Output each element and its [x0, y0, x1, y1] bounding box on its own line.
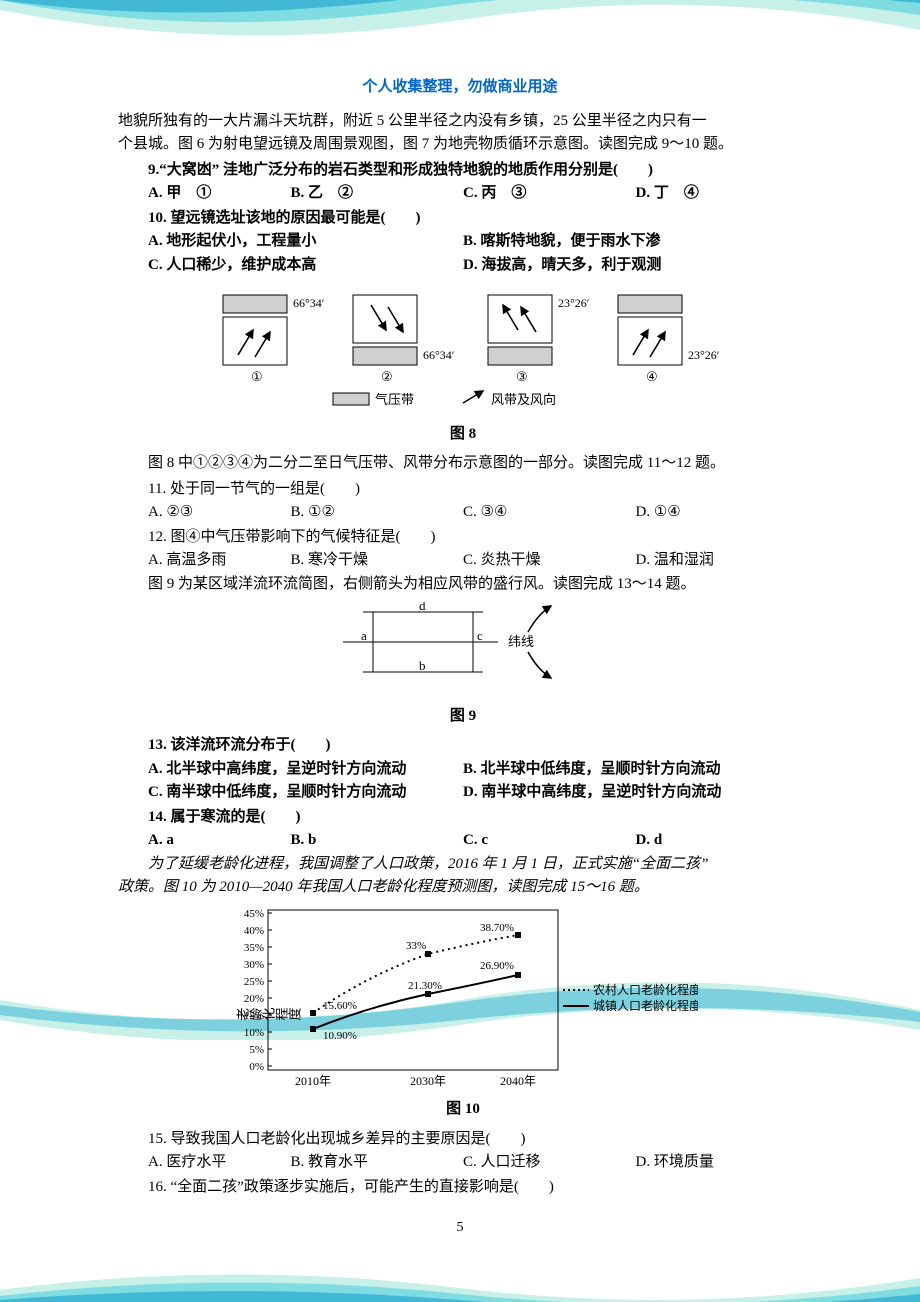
q13-options-row2: C. 南半球中低纬度，呈顺时针方向流动 D. 南半球中高纬度，呈逆时针方向流动	[118, 781, 808, 804]
q9-opt-c: C. 丙 ③	[463, 182, 636, 205]
svg-text:66°34′: 66°34′	[293, 296, 325, 310]
svg-text:10%: 10%	[244, 1027, 264, 1039]
page-content: 地貌所独有的一大片漏斗天坑群，附近 5 公里半径之内没有乡镇，25 公里半径之内…	[118, 110, 808, 1199]
svg-text:d: d	[419, 602, 426, 613]
svg-text:纬线: 纬线	[508, 634, 534, 649]
q14-opt-d: D. d	[636, 829, 809, 852]
wave-decoration-top	[0, 0, 920, 60]
q14-opt-b: B. b	[291, 829, 464, 852]
svg-text:②: ②	[381, 369, 393, 384]
svg-text:0%: 0%	[249, 1061, 264, 1073]
svg-text:10.90%: 10.90%	[323, 1030, 357, 1042]
q14-opt-c: C. c	[463, 829, 636, 852]
q13-opt-b: B. 北半球中低纬度，呈顺时针方向流动	[463, 758, 808, 781]
intro-15-line1: 为了延缓老龄化进程，我国调整了人口政策，2016 年 1 月 1 日，正式实施“…	[118, 853, 808, 876]
svg-text:气压带: 气压带	[375, 392, 414, 407]
svg-text:①: ①	[251, 369, 263, 384]
q15-opt-a: A. 医疗水平	[118, 1151, 291, 1174]
q13-stem: 13. 该洋流环流分布于( )	[118, 734, 808, 757]
svg-text:23°26′: 23°26′	[558, 296, 590, 310]
q14-options: A. a B. b C. c D. d	[118, 829, 808, 852]
page-number: 5	[0, 1220, 920, 1236]
svg-text:35%: 35%	[244, 942, 264, 954]
q10-stem: 10. 望远镜选址该地的原因最可能是( )	[118, 207, 808, 230]
q12-stem: 12. 图④中气压带影响下的气候特征是( )	[118, 526, 808, 549]
q11-options: A. ②③ B. ①② C. ③④ D. ①④	[118, 501, 808, 524]
svg-text:25%: 25%	[244, 976, 264, 988]
q10-options-row1: A. 地形起伏小，工程量小 B. 喀斯特地貌，便于雨水下渗	[118, 230, 808, 253]
q11-stem: 11. 处于同一节气的一组是( )	[118, 478, 808, 501]
svg-text:2040年: 2040年	[500, 1074, 536, 1088]
svg-text:33%: 33%	[406, 940, 426, 952]
q9-opt-d: D. 丁 ④	[636, 182, 809, 205]
figure-8: 66°34′ ① 66°34′ ② 23°26′ ③	[118, 285, 808, 447]
q13-options-row1: A. 北半球中高纬度，呈逆时针方向流动 B. 北半球中低纬度，呈顺时针方向流动	[118, 758, 808, 781]
q12-opt-a: A. 高温多雨	[118, 549, 291, 572]
figure-9: d a c b 纬线 图 9	[118, 602, 808, 729]
figure-8-caption: 图 8	[118, 423, 808, 446]
q13-opt-c: C. 南半球中低纬度，呈顺时针方向流动	[118, 781, 463, 804]
q15-options: A. 医疗水平 B. 教育水平 C. 人口迁移 D. 环境质量	[118, 1151, 808, 1174]
q9-opt-a: A. 甲 ①	[118, 182, 291, 205]
svg-text:26.90%: 26.90%	[480, 960, 514, 972]
svg-text:风带及风向: 风带及风向	[491, 392, 556, 407]
svg-text:③: ③	[516, 369, 528, 384]
q10-opt-d: D. 海拔高，晴天多，利于观测	[463, 254, 808, 277]
svg-text:a: a	[361, 628, 367, 643]
q16-stem: 16. “全面二孩”政策逐步实施后，可能产生的直接影响是( )	[118, 1176, 808, 1199]
q9-options: A. 甲 ① B. 乙 ② C. 丙 ③ D. 丁 ④	[118, 182, 808, 205]
q12-opt-b: B. 寒冷干燥	[291, 549, 464, 572]
svg-text:45%: 45%	[244, 908, 264, 920]
svg-text:④: ④	[646, 369, 658, 384]
svg-text:38.70%: 38.70%	[480, 922, 514, 934]
intro-11: 图 8 中①②③④为二分二至日气压带、风带分布示意图的一部分。读图完成 11～1…	[118, 452, 808, 475]
q10-opt-c: C. 人口稀少，维护成本高	[118, 254, 463, 277]
figure-9-caption: 图 9	[118, 705, 808, 728]
svg-text:15.60%: 15.60%	[323, 1000, 357, 1012]
q15-opt-b: B. 教育水平	[291, 1151, 464, 1174]
q14-stem: 14. 属于寒流的是( )	[118, 806, 808, 829]
q10-options-row2: C. 人口稀少，维护成本高 D. 海拔高，晴天多，利于观测	[118, 254, 808, 277]
intro-13: 图 9 为某区域洋流环流简图，右侧箭头为相应风带的盛行风。读图完成 13～14 …	[118, 573, 808, 596]
svg-text:40%: 40%	[244, 925, 264, 937]
q11-opt-c: C. ③④	[463, 501, 636, 524]
svg-text:23°26′: 23°26′	[688, 348, 720, 362]
figure-10: 0% 5% 10% 15% 20% 25% 30% 35% 40% 45% 20	[118, 905, 808, 1122]
q11-opt-d: D. ①④	[636, 501, 809, 524]
svg-text:老龄化程度: 老龄化程度	[236, 1008, 301, 1023]
q9-stem: 9.“大窝凼” 洼地广泛分布的岩石类型和形成独特地貌的地质作用分别是( )	[118, 159, 808, 182]
svg-text:农村人口老龄化程度: 农村人口老龄化程度	[593, 982, 698, 997]
q10-opt-a: A. 地形起伏小，工程量小	[118, 230, 463, 253]
q14-opt-a: A. a	[118, 829, 291, 852]
svg-text:2030年: 2030年	[410, 1074, 446, 1088]
svg-text:城镇人口老龄化程度: 城镇人口老龄化程度	[593, 998, 698, 1013]
svg-text:30%: 30%	[244, 959, 264, 971]
q13-opt-d: D. 南半球中高纬度，呈逆时针方向流动	[463, 781, 808, 804]
q10-opt-b: B. 喀斯特地貌，便于雨水下渗	[463, 230, 808, 253]
svg-text:5%: 5%	[249, 1044, 264, 1056]
svg-text:2010年: 2010年	[295, 1074, 331, 1088]
q11-opt-a: A. ②③	[118, 501, 291, 524]
q11-opt-b: B. ①②	[291, 501, 464, 524]
q15-opt-c: C. 人口迁移	[463, 1151, 636, 1174]
q9-opt-b: B. 乙 ②	[291, 182, 464, 205]
intro-9-line2: 个县城。图 6 为射电望远镜及周围景观图，图 7 为地壳物质循环示意图。读图完成…	[118, 133, 808, 156]
svg-text:c: c	[477, 628, 483, 643]
intro-15-line2: 政策。图 10 为 2010—2040 年我国人口老龄化程度预测图，读图完成 1…	[118, 876, 808, 899]
figure-10-caption: 图 10	[118, 1098, 808, 1121]
q15-stem: 15. 导致我国人口老龄化出现城乡差异的主要原因是( )	[118, 1128, 808, 1151]
svg-text:21.30%: 21.30%	[408, 980, 442, 992]
svg-text:66°34′: 66°34′	[423, 348, 455, 362]
svg-text:20%: 20%	[244, 993, 264, 1005]
q12-options: A. 高温多雨 B. 寒冷干燥 C. 炎热干燥 D. 温和湿润	[118, 549, 808, 572]
q15-opt-d: D. 环境质量	[636, 1151, 809, 1174]
svg-text:b: b	[419, 658, 426, 673]
wave-decoration-bottom	[0, 1260, 920, 1302]
q12-opt-c: C. 炎热干燥	[463, 549, 636, 572]
q13-opt-a: A. 北半球中高纬度，呈逆时针方向流动	[118, 758, 463, 781]
intro-9-line1: 地貌所独有的一大片漏斗天坑群，附近 5 公里半径之内没有乡镇，25 公里半径之内…	[118, 110, 808, 133]
q12-opt-d: D. 温和湿润	[636, 549, 809, 572]
